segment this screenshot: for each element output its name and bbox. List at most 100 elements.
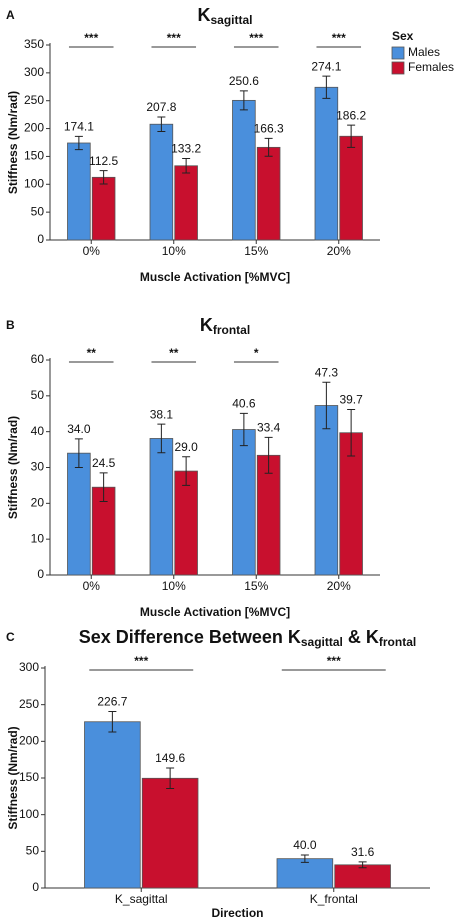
- value-label: 149.6: [155, 751, 185, 765]
- title-text: Sex Difference Between K: [79, 627, 301, 647]
- significance-label: **: [87, 346, 97, 360]
- error-bar: [157, 116, 166, 132]
- chart-title: Kfrontal: [200, 315, 250, 337]
- bar: [174, 470, 198, 576]
- significance-label: ***: [167, 31, 181, 45]
- value-label: 226.7: [97, 695, 127, 709]
- legend-swatch: [391, 46, 405, 60]
- chart-title: Sex Difference Between Ksagittal & Kfron…: [79, 627, 416, 649]
- value-label: 31.6: [351, 845, 375, 859]
- value-label: 40.6: [232, 397, 256, 411]
- y-tick-label: 60: [31, 352, 45, 366]
- bar: [256, 146, 281, 241]
- legend-label: Males: [408, 45, 440, 59]
- bar: [339, 135, 363, 241]
- x-axis-label: Muscle Activation [%MVC]: [140, 605, 290, 619]
- significance-label: ***: [332, 31, 346, 45]
- panel-label: C: [6, 630, 15, 644]
- y-tick-label: 0: [32, 880, 39, 894]
- y-tick-label: 0: [37, 567, 44, 581]
- error-bar: [74, 438, 83, 468]
- value-label: 33.4: [257, 421, 281, 435]
- value-label: 112.5: [89, 154, 118, 168]
- x-tick-label: 15%: [244, 579, 268, 593]
- x-tick-label: 0%: [83, 244, 101, 258]
- x-axis-label: Muscle Activation [%MVC]: [140, 270, 290, 284]
- legend-label: Females: [408, 60, 454, 74]
- error-bar: [157, 423, 166, 454]
- error-bar: [347, 408, 356, 457]
- y-tick-label: 30: [31, 460, 45, 474]
- y-tick-label: 50: [31, 388, 45, 402]
- value-label: 38.1: [150, 407, 174, 421]
- error-bar: [239, 412, 248, 447]
- value-label: 29.0: [174, 440, 198, 454]
- significance-label: ***: [327, 654, 341, 668]
- significance-label: ***: [84, 31, 98, 45]
- error-bar: [182, 158, 191, 174]
- y-tick-label: 40: [31, 424, 45, 438]
- y-tick-label: 150: [19, 770, 39, 784]
- significance-label: *: [254, 346, 259, 360]
- bar: [149, 123, 174, 241]
- value-label: 166.3: [254, 122, 284, 136]
- bar: [84, 721, 141, 889]
- bar: [174, 165, 198, 241]
- y-tick-label: 10: [31, 531, 45, 545]
- title-subscript: sagittal: [301, 635, 343, 649]
- y-axis-label: Stiffness (Nm/rad): [6, 726, 20, 829]
- bar: [232, 429, 256, 576]
- y-tick-label: 300: [19, 660, 39, 674]
- y-tick-label: 300: [24, 65, 44, 79]
- x-tick-label: 20%: [327, 244, 351, 258]
- value-label: 47.3: [315, 365, 339, 379]
- legend-title: Sex: [392, 29, 414, 43]
- value-label: 133.2: [171, 142, 201, 156]
- y-tick-label: 50: [26, 844, 40, 858]
- y-tick-label: 250: [19, 697, 39, 711]
- value-label: 24.5: [92, 456, 116, 470]
- chart-title: Ksagittal: [197, 5, 252, 27]
- title-subscript: sagittal: [210, 13, 252, 27]
- bar: [334, 864, 391, 889]
- legend-swatch: [391, 61, 405, 75]
- error-bar: [239, 90, 248, 111]
- x-tick-label: 20%: [327, 579, 351, 593]
- x-tick-label: 10%: [162, 244, 186, 258]
- x-tick-label: K_sagittal: [115, 892, 168, 906]
- title-subscript: frontal: [379, 635, 416, 649]
- error-bar: [74, 135, 83, 151]
- bar: [149, 438, 174, 576]
- x-axis-label: Direction: [211, 906, 263, 920]
- error-bar: [99, 170, 108, 185]
- panel-label: A: [6, 8, 15, 22]
- bar: [67, 452, 91, 576]
- bar: [314, 86, 339, 241]
- error-bar: [264, 137, 273, 157]
- y-tick-label: 350: [24, 37, 44, 51]
- value-label: 174.1: [64, 119, 94, 133]
- title-text: K: [200, 315, 213, 335]
- value-label: 207.8: [146, 100, 176, 114]
- error-bar: [300, 854, 309, 863]
- bar: [91, 176, 116, 241]
- y-tick-label: 0: [37, 232, 44, 246]
- value-label: 274.1: [311, 59, 341, 73]
- y-tick-label: 200: [24, 121, 44, 135]
- value-label: 39.7: [339, 393, 363, 407]
- value-label: 40.0: [293, 838, 317, 852]
- x-tick-label: K_frontal: [310, 892, 358, 906]
- bar: [67, 142, 91, 241]
- bar: [141, 777, 199, 889]
- bar: [232, 99, 256, 241]
- bar: [276, 858, 334, 889]
- error-bar: [358, 861, 367, 869]
- title-text: & K: [343, 627, 379, 647]
- error-bar: [108, 710, 117, 733]
- bar: [314, 405, 339, 576]
- y-tick-label: 150: [24, 149, 44, 163]
- y-tick-label: 250: [24, 93, 44, 107]
- significance-label: ***: [249, 31, 263, 45]
- y-tick-label: 100: [24, 176, 44, 190]
